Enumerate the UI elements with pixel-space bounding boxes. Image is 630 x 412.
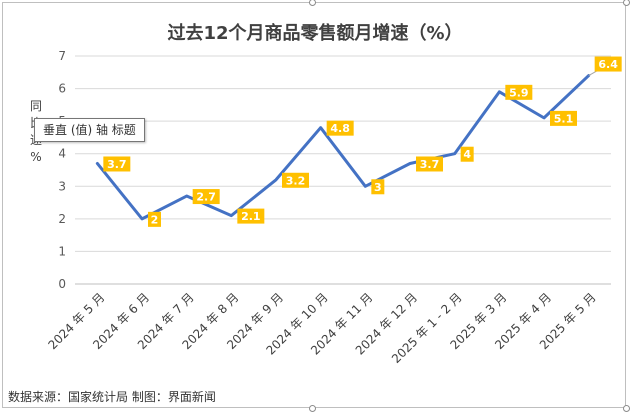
data-label: 5.1 [554, 112, 574, 125]
y-axis-title-char: 同 [29, 99, 42, 113]
data-label-box [192, 189, 220, 205]
data-label-box [416, 156, 443, 172]
data-label-box [237, 208, 265, 224]
data-label: 5.9 [509, 86, 529, 99]
data-label-box [282, 172, 309, 188]
data-label: 3.7 [420, 158, 440, 171]
data-label-box [505, 84, 533, 100]
y-tick-label: 6 [58, 82, 66, 96]
data-label: 2.7 [196, 191, 216, 204]
y-tick-label: 1 [58, 244, 66, 258]
y-tick-label: 2 [58, 212, 66, 226]
data-label-box [550, 110, 577, 126]
axis-title-tooltip: 垂直 (值) 轴 标题 [34, 118, 145, 142]
data-label-box [594, 56, 622, 72]
data-label: 3 [374, 181, 382, 194]
data-label: 4 [463, 148, 471, 161]
data-label: 6.4 [598, 58, 618, 71]
resize-handle-top[interactable] [309, 0, 316, 6]
data-label-box [460, 146, 474, 162]
data-label: 2 [151, 213, 159, 226]
data-label-box [148, 211, 161, 227]
data-label-box [326, 120, 354, 136]
source-note: 数据来源：国家统计局 制图：界面新闻 [8, 390, 216, 404]
data-label: 4.8 [330, 122, 350, 135]
data-label: 3.2 [286, 174, 306, 187]
data-label: 2.1 [241, 210, 261, 223]
y-axis-title-char: % [30, 150, 42, 164]
y-tick-label: 0 [58, 277, 66, 291]
y-tick-label: 4 [58, 147, 66, 161]
y-tick-label: 3 [58, 179, 66, 193]
data-label-box [103, 156, 131, 172]
y-tick-label: 7 [58, 49, 66, 63]
chart-title[interactable]: 过去12个月商品零售额月增速（%） [167, 23, 463, 44]
data-label-box [371, 179, 385, 195]
data-label: 3.7 [107, 158, 127, 171]
